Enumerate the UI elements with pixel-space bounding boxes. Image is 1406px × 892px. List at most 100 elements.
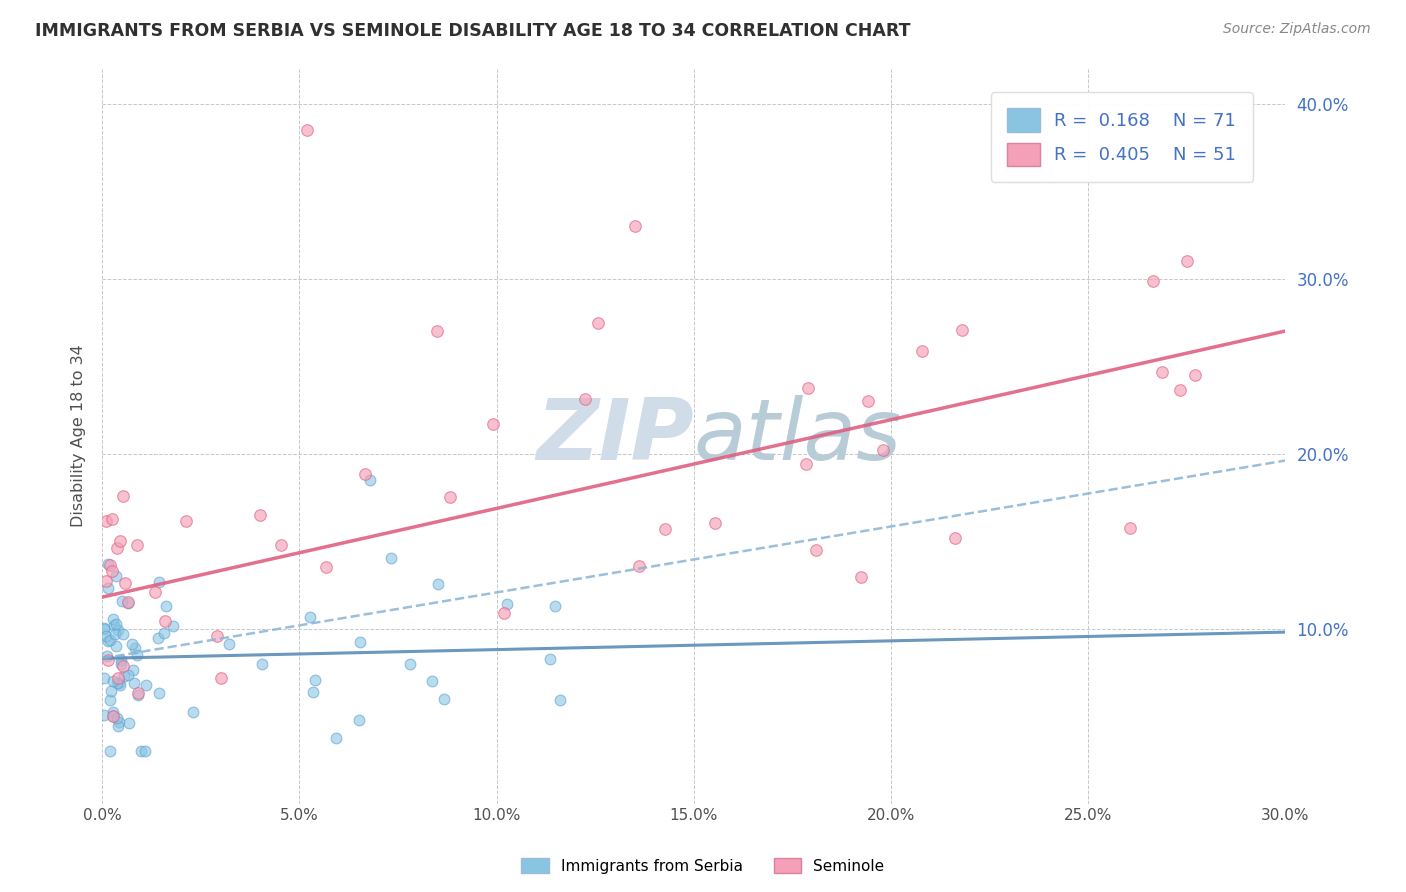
Point (93, 622, 115, 636)
Text: Source: ZipAtlas.com: Source: ZipAtlas.com (1223, 22, 1371, 37)
Point (97, 581, 120, 595)
Text: IMMIGRANTS FROM SERBIA VS SEMINOLE DISABILITY AGE 18 TO 34 CORRELATION CHART: IMMIGRANTS FROM SERBIA VS SEMINOLE DISAB… (35, 22, 911, 40)
Point (162, 619, 184, 633)
Point (101, 709, 124, 723)
Point (94, 629, 117, 643)
Point (209, 671, 232, 685)
Point (121, 663, 143, 677)
Point (155, 614, 177, 628)
Legend: Immigrants from Serbia, Seminole: Immigrants from Serbia, Seminole (516, 852, 890, 880)
Point (1168, 383, 1191, 397)
Point (96, 514, 118, 528)
Point (105, 616, 128, 631)
Point (380, 551, 402, 566)
Point (623, 219, 645, 233)
Point (93, 621, 115, 635)
Point (127, 686, 149, 700)
Point (101, 564, 124, 578)
Point (125, 538, 148, 552)
Point (98, 632, 121, 647)
Point (111, 594, 134, 608)
Point (249, 508, 271, 522)
Point (100, 558, 122, 572)
Point (250, 657, 273, 671)
Point (104, 627, 127, 641)
Point (1142, 274, 1164, 288)
Point (152, 626, 174, 640)
Point (124, 640, 146, 655)
Point (105, 711, 128, 725)
Point (107, 719, 129, 733)
Point (125, 648, 148, 662)
Point (851, 570, 873, 584)
Point (96, 574, 118, 588)
Point (315, 560, 337, 574)
Point (804, 543, 827, 558)
Point (354, 467, 377, 481)
Point (420, 674, 443, 689)
Point (98, 693, 121, 707)
Point (270, 538, 292, 552)
Point (117, 668, 139, 682)
Point (101, 706, 124, 720)
Point (105, 541, 128, 555)
Point (796, 381, 818, 395)
Point (433, 691, 456, 706)
Point (112, 659, 135, 673)
Point (205, 629, 228, 643)
Point (950, 323, 973, 337)
Point (325, 731, 347, 745)
Y-axis label: Disability Age 18 to 34: Disability Age 18 to 34 (72, 344, 86, 527)
Point (704, 516, 727, 530)
Point (148, 574, 170, 589)
Point (101, 709, 124, 723)
Point (654, 523, 676, 537)
Point (101, 673, 124, 688)
Point (943, 531, 966, 545)
Point (104, 569, 127, 583)
Point (628, 558, 651, 573)
Point (426, 324, 449, 338)
Point (135, 678, 157, 692)
Point (103, 612, 125, 626)
Point (1119, 520, 1142, 534)
Point (127, 688, 149, 702)
Point (574, 392, 596, 406)
Point (439, 491, 461, 505)
Point (304, 673, 326, 687)
Point (121, 637, 143, 651)
Point (359, 473, 381, 487)
Point (482, 417, 505, 431)
Point (93, 708, 115, 723)
Point (112, 669, 135, 683)
Point (110, 533, 132, 548)
Point (97, 653, 120, 667)
Point (105, 639, 128, 653)
Point (107, 624, 129, 638)
Point (398, 657, 420, 672)
Legend: R =  0.168    N = 71, R =  0.405    N = 51: R = 0.168 N = 71, R = 0.405 N = 51 (991, 92, 1253, 182)
Point (129, 744, 152, 758)
Point (100, 512, 122, 526)
Point (492, 606, 515, 620)
Point (111, 627, 134, 641)
Point (155, 599, 177, 613)
Point (98, 744, 121, 758)
Point (297, 122, 319, 136)
Point (794, 457, 817, 471)
Point (111, 490, 134, 504)
Point (134, 744, 156, 758)
Point (426, 577, 449, 591)
Point (1175, 254, 1198, 268)
Point (117, 595, 139, 609)
Point (117, 596, 139, 610)
Point (302, 685, 325, 699)
Point (174, 514, 197, 528)
Point (347, 713, 370, 727)
Point (100, 684, 122, 698)
Point (97, 633, 120, 648)
Point (181, 705, 204, 719)
Point (148, 686, 170, 700)
Point (911, 343, 934, 358)
Point (96, 649, 118, 664)
